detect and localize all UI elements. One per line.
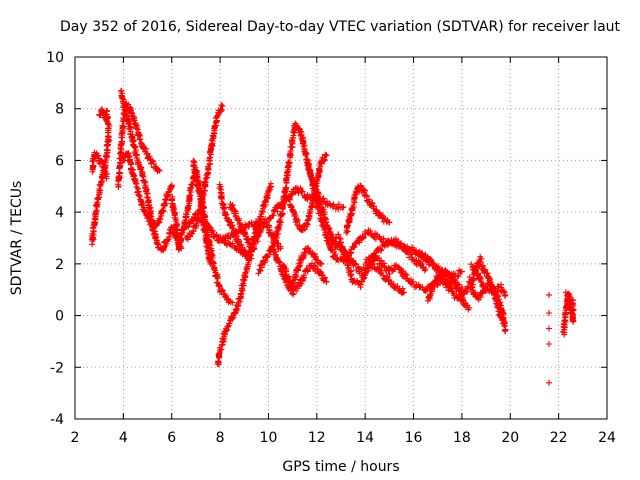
y-tick-label: -2 (50, 360, 64, 376)
x-tick-label: 22 (550, 430, 568, 446)
x-tick-label: 24 (598, 430, 616, 446)
y-axis-label: SDTVAR / TECUs (9, 181, 25, 296)
y-tick-label: -4 (50, 412, 64, 428)
plot-frame (74, 56, 608, 420)
y-tick-label: 4 (55, 205, 64, 221)
x-tick-label: 18 (453, 430, 471, 446)
y-tick-label: 6 (55, 153, 64, 169)
x-axis-label: GPS time / hours (282, 459, 399, 475)
x-tick-label: 14 (356, 430, 374, 446)
x-tick-label: 2 (71, 430, 80, 446)
data-point-markers (88, 87, 577, 386)
x-tick-label: 8 (216, 430, 225, 446)
x-tick-label: 20 (501, 430, 519, 446)
x-tick-label: 16 (405, 430, 423, 446)
chart-data-points (88, 87, 577, 386)
x-tick-label: 10 (260, 430, 278, 446)
y-tick-label: 8 (55, 102, 64, 118)
y-tick-label: 2 (55, 257, 64, 273)
y-tick-label: 10 (46, 50, 64, 66)
x-tick-label: 6 (167, 430, 176, 446)
x-tick-label: 12 (308, 430, 326, 446)
y-tick-label: 0 (55, 309, 64, 325)
chart-gridlines (75, 57, 607, 419)
chart-title: Day 352 of 2016, Sidereal Day-to-day VTE… (60, 19, 621, 35)
x-tick-label: 4 (119, 430, 128, 446)
